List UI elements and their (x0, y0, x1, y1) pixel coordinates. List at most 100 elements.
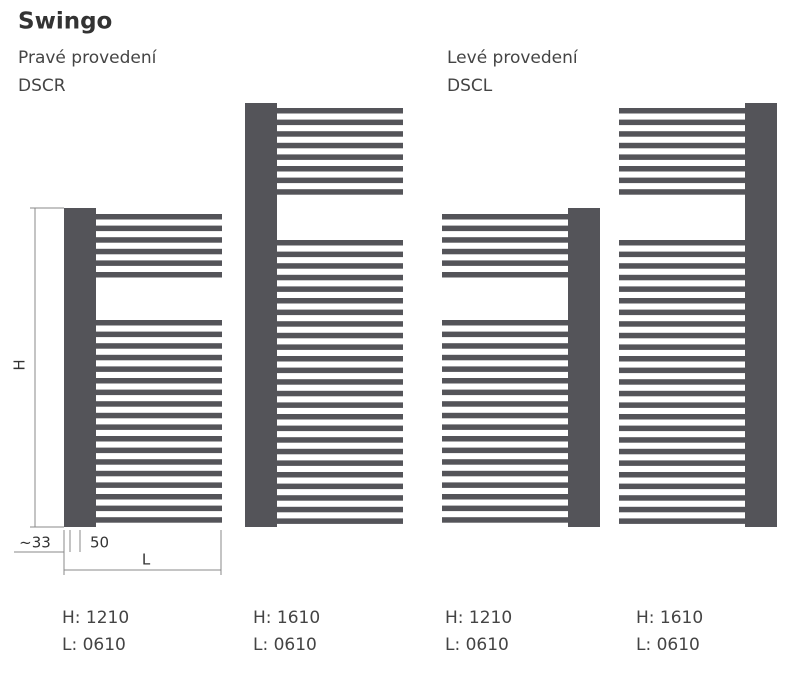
radiator-bar (619, 437, 745, 443)
radiator-bar (442, 237, 568, 243)
radiator-bar (619, 390, 745, 397)
dimensions: H ~33 50 L (11, 207, 222, 575)
model-l: L: 0610 (62, 635, 126, 655)
radiator-post (745, 103, 777, 527)
radiator-bar (277, 263, 403, 269)
radiator-bar (442, 343, 568, 349)
radiator-bar (442, 436, 568, 442)
radiator-post (64, 208, 96, 527)
radiator-bar (619, 460, 745, 466)
radiator-bar (442, 505, 568, 512)
radiator-bar (96, 482, 222, 488)
radiator-bar (277, 251, 403, 258)
radiator-bar (619, 251, 745, 258)
radiator-bar (619, 286, 745, 292)
radiator-bar (277, 356, 403, 362)
radiator-bar (277, 166, 403, 172)
radiator-bar (96, 505, 222, 512)
radiator-bar (277, 506, 403, 513)
model-h: H: 1610 (253, 608, 320, 628)
radiator-bar (619, 518, 745, 524)
radiator-bar (619, 379, 745, 385)
model-h: H: 1610 (636, 608, 703, 628)
radiator-bar (277, 142, 403, 149)
dim-h: H (11, 359, 29, 370)
radiator-bar (442, 459, 568, 465)
radiator-bar (277, 286, 403, 292)
radiator-bar (96, 459, 222, 465)
radiator-bar (277, 344, 403, 350)
radiator-bar (619, 402, 745, 408)
radiator-bar (277, 108, 403, 114)
radiator-bar (619, 495, 745, 501)
radiator-bar (442, 401, 568, 407)
radiator-bar (619, 298, 745, 304)
radiator-bar (96, 237, 222, 243)
radiator-bar (442, 494, 568, 500)
radiator-bar (442, 225, 568, 232)
radiator-bar (619, 189, 745, 195)
radiator-bar (442, 470, 568, 477)
title: Swingo (18, 9, 112, 35)
model-l: L: 0610 (253, 635, 317, 655)
radiator-bar (619, 154, 745, 160)
radiator-bar (619, 274, 745, 281)
radiator-bar (619, 472, 745, 478)
radiator-bar (442, 412, 568, 419)
radiator-bar (442, 331, 568, 338)
radiator-bar (442, 248, 568, 255)
radiator-bar (96, 343, 222, 349)
radiator-bar (619, 142, 745, 149)
radiator-bar (96, 412, 222, 419)
radiator-bar (619, 448, 745, 455)
radiator-bar (277, 495, 403, 501)
radiator-bar (96, 436, 222, 442)
radiator-bar (619, 240, 745, 246)
radiator-bar (96, 378, 222, 384)
radiator-bar (619, 321, 745, 327)
radiator-bar (277, 448, 403, 455)
radiator-bar (277, 309, 403, 316)
radiator-bar (619, 332, 745, 339)
radiator-bar (96, 354, 222, 361)
model-h: H: 1210 (62, 608, 129, 628)
dim-offset: ~33 (19, 534, 51, 552)
radiator-bar (96, 248, 222, 255)
radiator-bar (619, 131, 745, 137)
dim-l: L (142, 551, 151, 569)
radiator-bar (442, 378, 568, 384)
model-l: L: 0610 (636, 635, 700, 655)
radiator-bar (442, 447, 568, 454)
radiator-bar (277, 119, 403, 126)
radiator-post (245, 103, 277, 527)
radiator-bar (619, 506, 745, 513)
radiator-bar (619, 483, 745, 490)
radiator-bar (277, 367, 403, 374)
radiator-bar (442, 389, 568, 396)
radiator-bar (619, 367, 745, 374)
radiator-bar (442, 424, 568, 430)
radiator-bar (442, 214, 568, 220)
radiator-bar (96, 389, 222, 396)
radiator-bar (277, 321, 403, 327)
radiator-bar (277, 414, 403, 420)
radiator-bar (277, 460, 403, 466)
radiator-bar (277, 483, 403, 490)
radiator-bar (277, 437, 403, 443)
radiator-bar (277, 177, 403, 184)
radiator-bar (96, 447, 222, 454)
radiator-bar (96, 331, 222, 338)
radiator-bar (96, 225, 222, 232)
radiator-bar (96, 517, 222, 523)
radiator-bar (96, 424, 222, 430)
radiator-bar (619, 425, 745, 432)
radiators (64, 103, 777, 527)
radiator-bar (96, 494, 222, 500)
version-label: Pravé provedení (18, 48, 158, 68)
radiator-bar (277, 425, 403, 432)
radiator-bar (277, 240, 403, 246)
radiator-bar (277, 298, 403, 304)
radiator-bar (619, 263, 745, 269)
radiator-bar (442, 517, 568, 523)
